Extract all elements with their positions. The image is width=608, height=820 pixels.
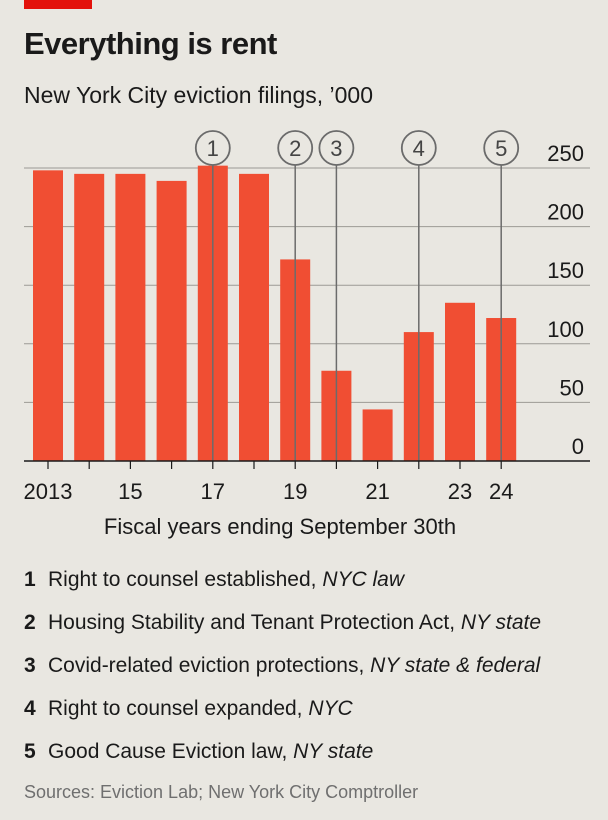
- x-tick-label: 24: [489, 479, 513, 504]
- y-tick-label: 100: [547, 317, 584, 342]
- bar: [362, 409, 393, 461]
- y-tick-label: 200: [547, 200, 584, 225]
- y-tick-label: 150: [547, 258, 584, 283]
- note-place: NYC: [308, 697, 353, 720]
- event-marker-number: 1: [207, 136, 219, 161]
- event-marker-number: 4: [413, 136, 425, 161]
- note-number: 2: [24, 611, 36, 634]
- x-tick-label: 23: [448, 479, 472, 504]
- y-tick-label: 50: [560, 375, 584, 400]
- note-text: Housing Stability and Tenant Protection …: [48, 611, 461, 634]
- event-marker-circle: [194, 130, 231, 166]
- note-number: 5: [24, 740, 36, 763]
- note-item: 5 Good Cause Eviction law, NY state: [24, 738, 594, 781]
- note-place: NY state & federal: [370, 654, 541, 677]
- note-text: Right to counsel expanded,: [48, 697, 309, 720]
- event-marker-circle: [400, 130, 437, 166]
- note-text: Right to counsel established,: [48, 568, 323, 591]
- chart-subtitle: New York City eviction filings, ’000: [24, 82, 373, 108]
- note-item: 1 Right to counsel established, NYC law: [24, 566, 594, 609]
- note-text: Covid-related eviction protections,: [48, 654, 371, 677]
- event-marker-number: 3: [330, 136, 342, 161]
- y-tick-label: 0: [572, 434, 584, 459]
- bar: [74, 173, 105, 462]
- bar: [115, 173, 146, 462]
- note-item: 2 Housing Stability and Tenant Protection…: [24, 609, 594, 652]
- bar: [239, 173, 269, 462]
- x-axis-label: Fiscal years ending September 30th: [103, 514, 457, 539]
- note-number: 1: [24, 568, 36, 591]
- note-place: NY state: [460, 611, 542, 634]
- note-item: 3 Covid-related eviction protections, NY …: [24, 652, 594, 695]
- event-marker-number: 2: [289, 136, 301, 161]
- event-marker-circle: [277, 130, 314, 166]
- bar: [156, 180, 187, 461]
- note-place: NYC law: [322, 568, 405, 591]
- note-item: 4 Right to counsel expanded, NYC: [24, 695, 594, 738]
- source-note: Sources: Eviction Lab; New York City Com…: [24, 782, 419, 802]
- bar: [33, 170, 63, 461]
- note-number: 4: [24, 697, 36, 720]
- note-place: NY state: [293, 740, 374, 763]
- event-marker-circle: [318, 130, 355, 166]
- x-tick-label: 17: [201, 479, 225, 504]
- event-notes: 1 Right to counsel established, NYC law 2…: [24, 566, 594, 781]
- x-tick-label: 2013: [24, 479, 73, 504]
- note-text: Good Cause Eviction law,: [48, 740, 294, 763]
- event-marker-circle: [483, 130, 520, 166]
- x-tick-label: 15: [118, 479, 142, 504]
- event-marker-number: 5: [495, 136, 507, 161]
- bar: [445, 302, 475, 461]
- note-number: 3: [24, 654, 36, 677]
- y-tick-label: 250: [547, 141, 584, 166]
- chart-title: Everything is rent: [24, 26, 277, 61]
- brand-accent-bar: [24, 0, 92, 9]
- x-tick-label: 21: [365, 479, 389, 504]
- x-tick-label: 19: [283, 479, 307, 504]
